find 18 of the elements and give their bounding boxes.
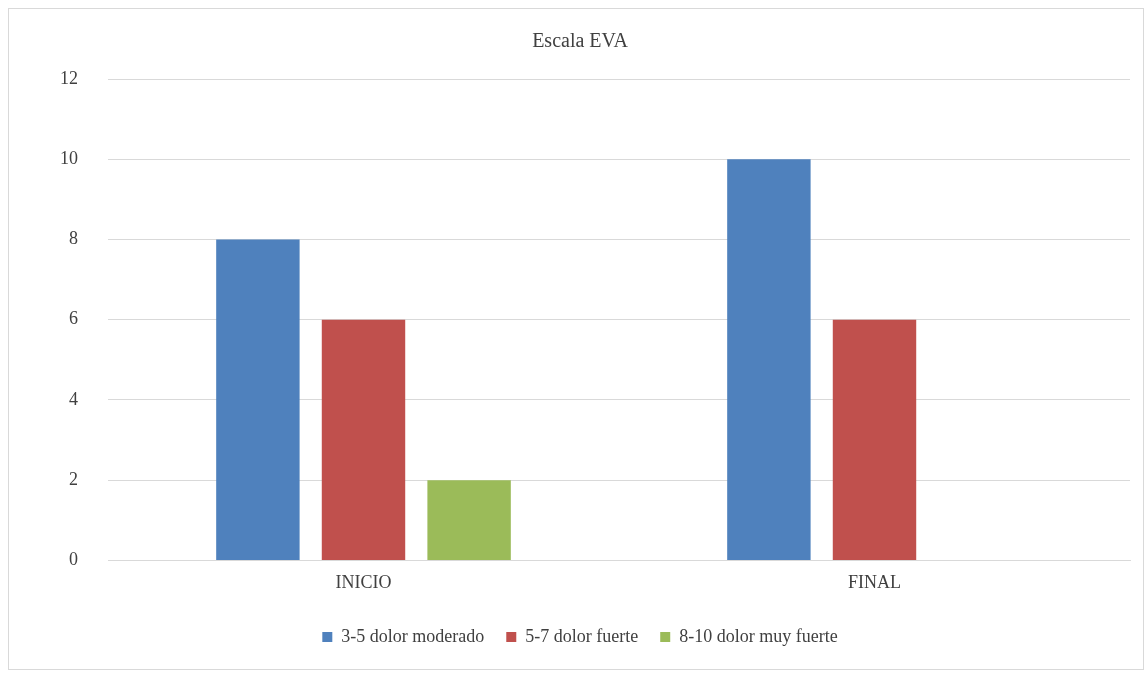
legend-label: 8-10 dolor muy fuerte (679, 625, 838, 646)
y-tick-label: 10 (60, 147, 78, 168)
legend-label: 3-5 dolor moderado (341, 625, 485, 646)
chart-title: Escala EVA (532, 29, 629, 52)
legend-label: 5-7 dolor fuerte (525, 625, 639, 646)
bar (427, 480, 511, 560)
bar (727, 159, 811, 560)
y-tick-label: 2 (69, 468, 78, 489)
bar (832, 319, 917, 560)
y-tick-label: 4 (69, 388, 78, 409)
bar (321, 319, 406, 560)
bar (216, 239, 300, 560)
x-tick-label: INICIO (335, 571, 392, 592)
y-tick-label: 0 (69, 549, 78, 570)
y-tick-label: 6 (69, 308, 78, 329)
x-tick-label: FINAL (848, 571, 901, 592)
y-tick-label: 12 (60, 67, 78, 88)
y-tick-label: 8 (69, 228, 78, 249)
